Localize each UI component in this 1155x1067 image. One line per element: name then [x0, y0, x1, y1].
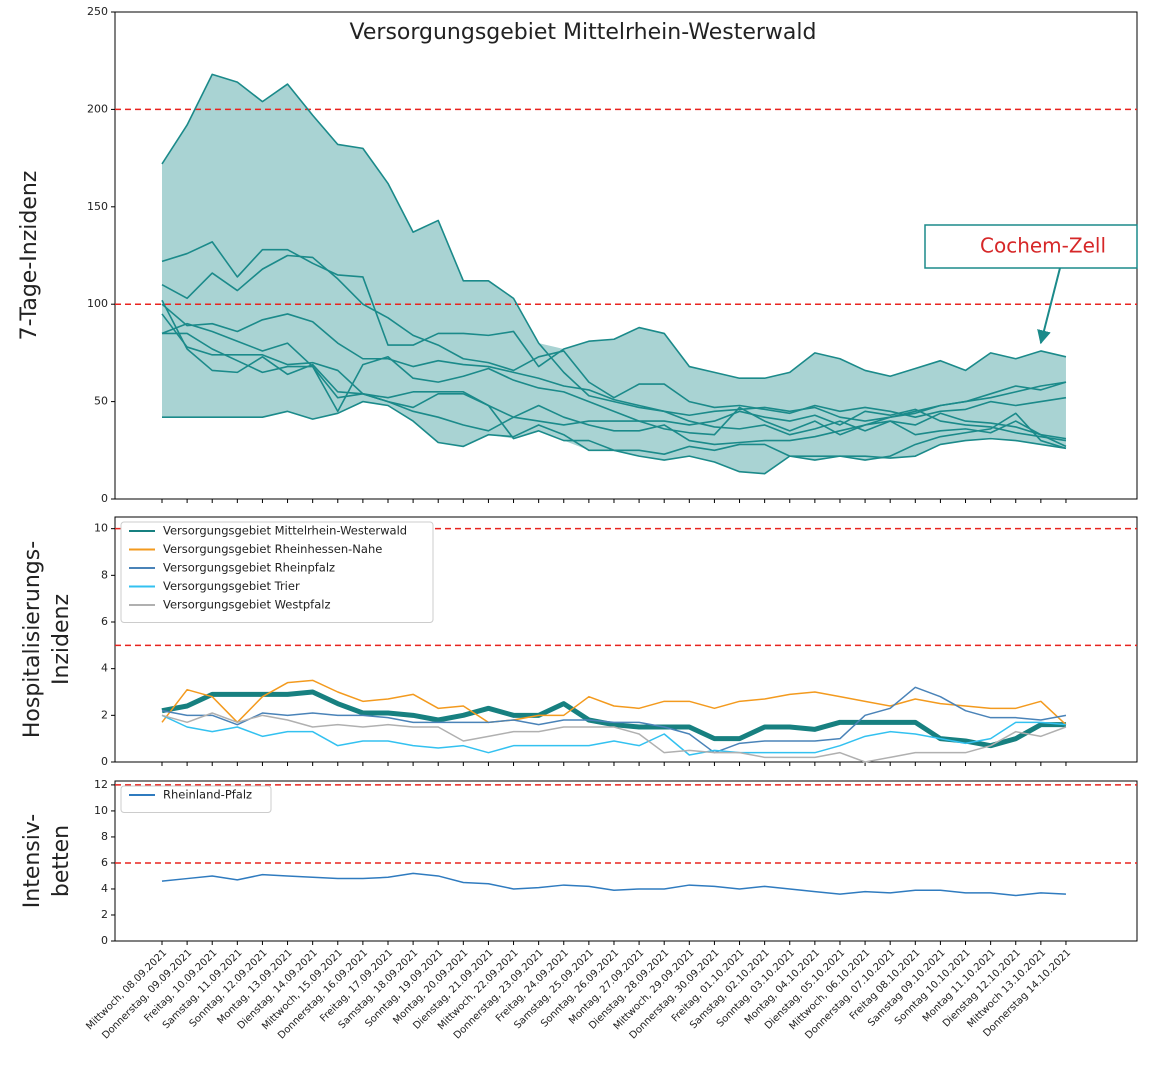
y-tick-label: 250 [87, 5, 108, 18]
series-line [161, 299, 1067, 461]
series-line [162, 332, 1067, 442]
y-tick-label: 150 [87, 200, 108, 213]
annotation: Cochem-Zell [980, 234, 1106, 258]
series-line [161, 73, 1067, 422]
range-band [162, 74, 1066, 474]
series-line [161, 303, 1067, 440]
y-axis-label: Inzidenz [49, 594, 74, 685]
y-axis-label: Hospitalisierungs- [20, 541, 45, 738]
legend-label: Versorgungsgebiet Mittelrhein-Westerwald [163, 524, 407, 538]
series-line [161, 679, 1067, 726]
y-tick-label: 0 [101, 934, 108, 947]
y-tick-label: 2 [101, 708, 108, 721]
series-line [161, 313, 1067, 448]
y-tick-label: 200 [87, 102, 108, 115]
y-axis-label: 7-Tage-Inzidenz [17, 171, 42, 341]
series-line [161, 872, 1066, 897]
y-tick-label: 10 [94, 804, 108, 817]
y-tick-label: 8 [101, 568, 108, 581]
legend-label: Versorgungsgebiet Trier [163, 579, 300, 593]
y-tick-label: 4 [101, 882, 108, 895]
annotation-arrow [1037, 267, 1061, 345]
legend-box [120, 785, 272, 813]
legend-label: Versorgungsgebiet Westpfalz [163, 598, 331, 612]
y-tick-label: 2 [101, 908, 108, 921]
chart-title: Versorgungsgebiet Mittelrhein-Westerwald [350, 20, 817, 45]
y-tick-label: 12 [94, 778, 108, 791]
y-axis-label: Intensiv- [20, 814, 45, 908]
y-tick-label: 0 [101, 492, 108, 505]
series-line [161, 686, 1067, 754]
y-tick-label: 4 [101, 662, 108, 675]
series-line [161, 712, 1067, 763]
annotation-box [924, 224, 1138, 269]
legend-label: Versorgungsgebiet Rheinhessen-Nahe [163, 542, 382, 556]
y-tick-label: 10 [94, 522, 108, 535]
y-axis-label: betten [49, 825, 74, 897]
legend-label: Rheinland-Pfalz [163, 788, 252, 802]
series-line [161, 689, 1066, 749]
y-tick-label: 50 [94, 395, 108, 408]
series-line [161, 254, 1067, 418]
legend-label: Versorgungsgebiet Rheinpfalz [163, 561, 335, 575]
series-line [161, 241, 1067, 380]
plot-frame [114, 516, 1138, 763]
series-line [161, 714, 1067, 756]
y-tick-label: 100 [87, 297, 108, 310]
legend-box [120, 521, 434, 623]
y-tick-label: 6 [101, 856, 108, 869]
y-tick-label: 6 [101, 615, 108, 628]
y-tick-label: 0 [101, 755, 108, 768]
plot-frame [114, 780, 1138, 942]
y-tick-label: 8 [101, 830, 108, 843]
